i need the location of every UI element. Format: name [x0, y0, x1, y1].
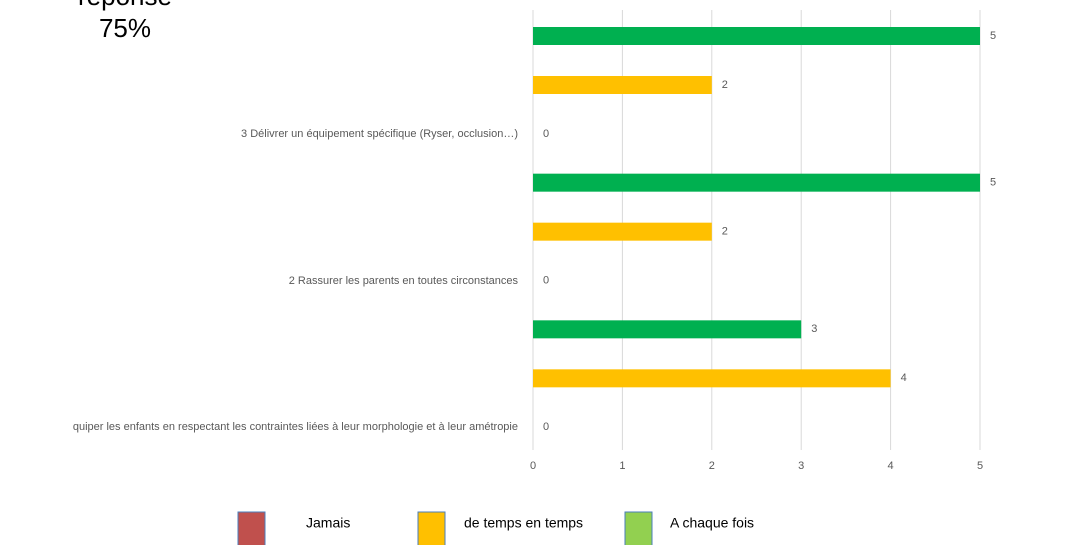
data-label: 5 [990, 30, 996, 42]
legend-label: de temps en temps [464, 515, 583, 531]
data-label: 0 [543, 128, 549, 140]
legend-swatch [624, 511, 653, 545]
x-tick-label: 5 [977, 460, 983, 472]
annotation: 75% [99, 13, 151, 43]
bar [533, 173, 980, 192]
x-tick-label: 1 [619, 460, 625, 472]
category-label-box: 2 Rassurer les parents en toutes circons… [0, 251, 518, 311]
x-tick-label: 4 [888, 460, 894, 472]
category-label: 2 Rassurer les parents en toutes circons… [288, 274, 518, 287]
legend-swatch [237, 511, 266, 545]
category-label-wrap: quiper les enfants en respectant les con… [0, 397, 518, 457]
x-tick-label: 3 [798, 460, 804, 472]
category-label: quiper les enfants en respectant les con… [72, 421, 518, 434]
bar [533, 27, 980, 45]
bar [533, 369, 891, 388]
data-label: 2 [722, 79, 728, 91]
data-label: 3 [811, 323, 817, 335]
data-label: 0 [543, 275, 549, 287]
data-label: 4 [901, 372, 907, 384]
category-label-wrap: 2 Rassurer les parents en toutes circons… [0, 251, 518, 311]
x-tick-label: 0 [530, 460, 536, 472]
x-tick-label: 2 [709, 460, 715, 472]
bar [533, 76, 712, 94]
legend-label: A chaque fois [670, 515, 754, 531]
legend-label: Jamais [306, 515, 350, 531]
data-label: 5 [990, 177, 996, 189]
category-label-wrap: 3 Délivrer un équipement spécifique (Rys… [0, 104, 518, 164]
category-label-box: 3 Délivrer un équipement spécifique (Rys… [0, 104, 518, 164]
bar [533, 320, 802, 339]
legend-swatch [417, 511, 446, 545]
category-label-box: quiper les enfants en respectant les con… [0, 397, 518, 457]
annotation: réponse [78, 0, 172, 11]
data-label: 0 [543, 421, 549, 433]
data-label: 2 [722, 226, 728, 238]
bar [533, 222, 712, 241]
category-label: 3 Délivrer un équipement spécifique (Rys… [241, 128, 518, 140]
